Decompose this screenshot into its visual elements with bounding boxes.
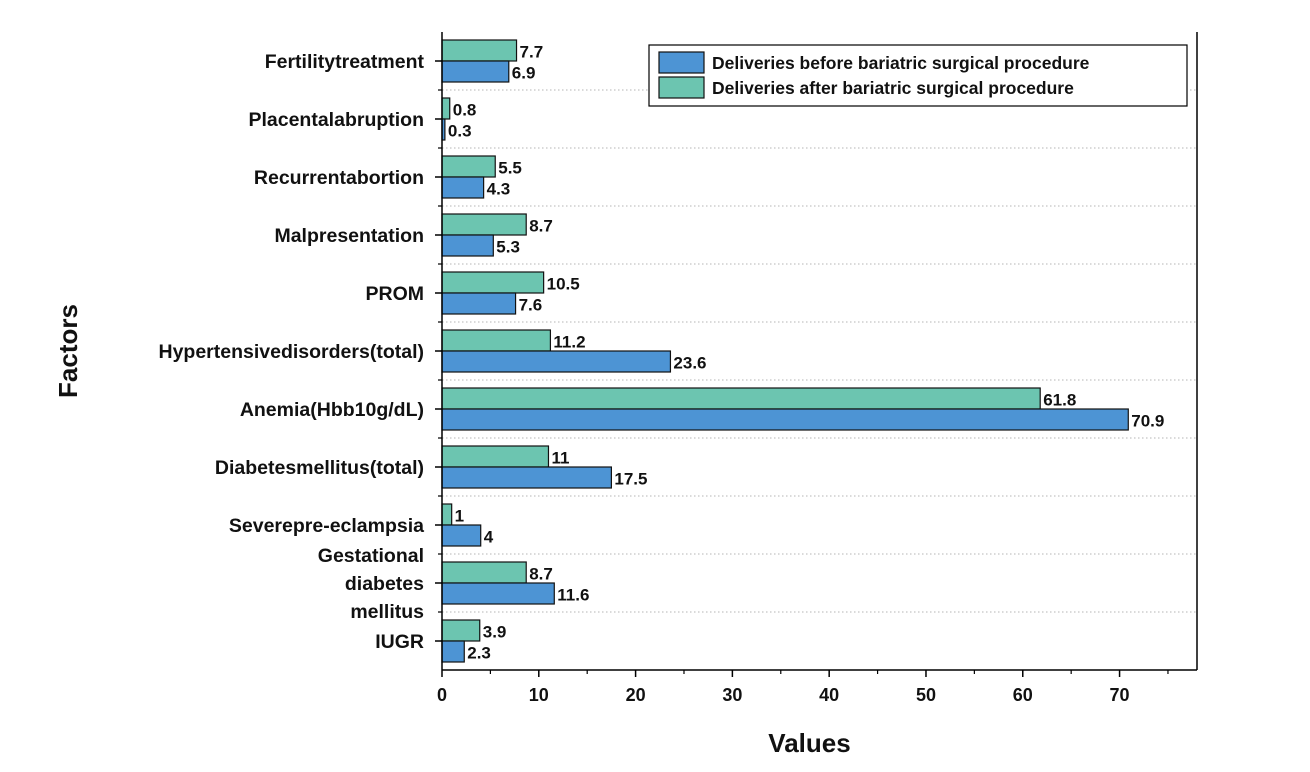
x-tick-label: 70 [1110,685,1130,705]
category-label: Placentalabruption [248,109,424,131]
bar-after [441,97,451,120]
bar-before [441,524,482,547]
x-axis-title: Values [768,728,850,758]
data-label: 8.7 [529,217,553,236]
bar-after [441,39,518,62]
category-label: Anemia(Hbb10g/dL) [240,399,424,421]
x-tick-label: 40 [819,685,839,705]
x-tick-label: 10 [529,685,549,705]
bar-after [441,155,496,178]
bar-before [441,582,555,605]
legend-swatch [658,76,705,99]
bar-after [441,445,550,468]
category-label: IUGR [375,631,424,653]
y-axis-title: Factors [53,304,83,398]
bar-after [441,561,527,584]
data-label: 3.9 [483,623,507,642]
category-label: Recurrentabortion [254,167,424,189]
data-label: 0.8 [453,101,477,120]
data-label: 70.9 [1131,412,1164,431]
data-label: 5.5 [498,159,522,178]
bar-before [441,176,485,199]
category-label: Fertilitytreatment [265,51,425,73]
category-label: Gestational [318,545,424,567]
category-label: Severepre-eclampsia [229,515,424,537]
data-label: 4 [484,528,494,547]
data-label: 6.9 [512,64,536,83]
category-label: PROM [366,283,425,305]
category-label: Hypertensivedisorders(total) [159,341,425,363]
category-label: Malpresentation [274,225,424,247]
bar-before [441,350,672,373]
x-tick-label: 60 [1013,685,1033,705]
legend-label: Deliveries before bariatric surgical pro… [712,53,1090,73]
data-label: 11.6 [557,586,589,605]
legend-box [648,44,1188,107]
x-tick-label: 50 [916,685,936,705]
data-label: 8.7 [529,565,553,584]
category-label: mellitus [350,601,424,623]
data-label: 11.2 [553,333,585,352]
data-label: 10.5 [547,275,580,294]
bar-after [441,503,453,526]
legend-swatch [658,51,705,74]
x-tick-label: 30 [722,685,742,705]
bar-after [441,271,545,294]
bar-before [441,60,510,83]
bar-before [441,408,1129,431]
data-label: 17.5 [614,470,647,489]
category-label: Diabetesmellitus(total) [215,457,424,479]
bar-before [441,640,465,663]
bar-after [441,329,552,352]
bar-after [441,213,527,236]
data-label: 0.3 [448,122,472,141]
data-label: 5.3 [496,238,520,257]
data-label: 1 [455,507,464,526]
data-label: 11 [551,449,569,468]
bar-after [441,619,481,642]
bar-before [441,466,612,489]
data-label: 23.6 [673,354,706,373]
data-label: 2.3 [467,644,491,663]
category-label: diabetes [345,573,424,595]
data-label: 7.7 [520,43,544,62]
bar-before [441,292,517,315]
data-label: 4.3 [487,180,511,199]
data-label: 61.8 [1043,391,1076,410]
x-tick-label: 20 [626,685,646,705]
legend-label: Deliveries after bariatric surgical proc… [712,78,1074,98]
data-label: 7.6 [519,296,543,315]
bar-before [441,234,494,257]
bar-after [441,387,1041,410]
x-tick-label: 0 [437,685,447,705]
